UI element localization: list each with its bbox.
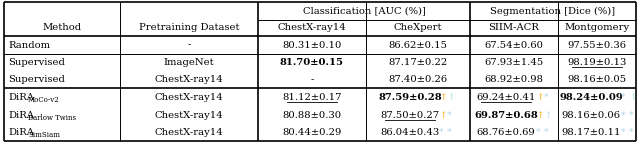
Text: Pretraining Dataset: Pretraining Dataset — [139, 24, 239, 33]
Text: 86.62±0.15: 86.62±0.15 — [388, 40, 447, 49]
Text: 69.24±0.41: 69.24±0.41 — [476, 92, 536, 101]
Text: CheXpert: CheXpert — [394, 24, 442, 33]
Text: 80.88±0.30: 80.88±0.30 — [282, 110, 342, 119]
Text: ↑: ↑ — [544, 110, 552, 119]
Text: *: * — [621, 92, 625, 101]
Text: ↑: ↑ — [439, 92, 447, 101]
Text: *: * — [621, 110, 625, 119]
Text: Random: Random — [8, 40, 50, 49]
Text: 67.54±0.60: 67.54±0.60 — [484, 40, 543, 49]
Text: 98.24±0.09: 98.24±0.09 — [559, 92, 623, 101]
Text: -: - — [188, 40, 191, 49]
Text: ↑: ↑ — [447, 92, 454, 101]
Text: 97.55±0.36: 97.55±0.36 — [568, 40, 627, 49]
Text: *: * — [629, 128, 634, 137]
Text: *: * — [447, 110, 451, 119]
Text: MoCo-v2: MoCo-v2 — [28, 95, 60, 103]
Text: *: * — [536, 128, 541, 137]
Text: SimSiam: SimSiam — [28, 131, 60, 139]
Text: 98.16±0.06: 98.16±0.06 — [561, 110, 621, 119]
Text: 98.16±0.05: 98.16±0.05 — [568, 75, 627, 84]
Text: Barlow Twins: Barlow Twins — [28, 113, 76, 122]
Text: SIIM-ACR: SIIM-ACR — [488, 24, 540, 33]
Text: 81.12±0.17: 81.12±0.17 — [282, 92, 342, 101]
Text: 87.59±0.28: 87.59±0.28 — [378, 92, 442, 101]
Text: Classification [AUC (%)]: Classification [AUC (%)] — [303, 6, 426, 15]
Text: Supervised: Supervised — [8, 58, 65, 67]
Text: *: * — [621, 128, 625, 137]
Text: ↑: ↑ — [439, 110, 447, 119]
Text: ↑: ↑ — [536, 92, 543, 101]
Text: ChestX-ray14: ChestX-ray14 — [155, 110, 223, 119]
Text: 69.87±0.68: 69.87±0.68 — [474, 110, 538, 119]
Text: 98.19±0.13: 98.19±0.13 — [567, 58, 627, 67]
Text: 87.50±0.27: 87.50±0.27 — [380, 110, 440, 119]
Text: *: * — [629, 110, 634, 119]
Text: 68.92±0.98: 68.92±0.98 — [484, 75, 543, 84]
Text: 80.31±0.10: 80.31±0.10 — [282, 40, 342, 49]
Text: 80.44±0.29: 80.44±0.29 — [282, 128, 342, 137]
Text: Method: Method — [42, 24, 81, 33]
Text: *: * — [544, 128, 548, 137]
Text: DiRA: DiRA — [8, 128, 34, 137]
Text: 81.70±0.15: 81.70±0.15 — [280, 58, 344, 67]
Text: ChestX-ray14: ChestX-ray14 — [155, 128, 223, 137]
Text: Supervised: Supervised — [8, 75, 65, 84]
Text: *: * — [544, 92, 548, 101]
Text: 68.76±0.69: 68.76±0.69 — [477, 128, 536, 137]
Text: 67.93±1.45: 67.93±1.45 — [484, 58, 543, 67]
Text: ↑: ↑ — [629, 92, 637, 101]
Text: DiRA: DiRA — [8, 110, 34, 119]
Text: ChestX-ray14: ChestX-ray14 — [155, 75, 223, 84]
Text: ChestX-ray14: ChestX-ray14 — [278, 24, 346, 33]
Text: DiRA: DiRA — [8, 92, 34, 101]
Text: *: * — [447, 128, 451, 137]
Text: 98.17±0.11: 98.17±0.11 — [561, 128, 621, 137]
Text: Montgomery: Montgomery — [564, 24, 630, 33]
Text: *: * — [439, 128, 444, 137]
Text: ↑: ↑ — [536, 110, 543, 119]
Text: 87.40±0.26: 87.40±0.26 — [388, 75, 447, 84]
Text: 87.17±0.22: 87.17±0.22 — [388, 58, 447, 67]
Text: ImageNet: ImageNet — [164, 58, 214, 67]
Text: 86.04±0.43: 86.04±0.43 — [380, 128, 440, 137]
Text: Segmentation [Dice (%)]: Segmentation [Dice (%)] — [490, 6, 616, 15]
Text: -: - — [310, 75, 314, 84]
Text: ChestX-ray14: ChestX-ray14 — [155, 92, 223, 101]
